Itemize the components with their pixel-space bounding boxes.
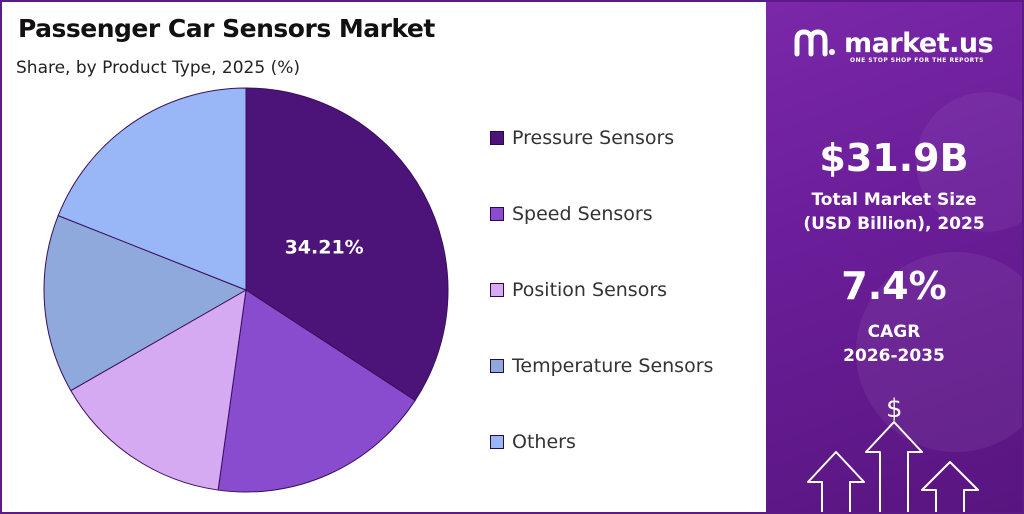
market-size-value: $31.9B [819,136,969,180]
stats-sidebar: market.us ONE STOP SHOP FOR THE REPORTS … [766,2,1022,512]
legend-label: Others [512,430,576,453]
legend-swatch [490,435,504,449]
pie-chart: 34.21% [43,87,449,493]
legend-swatch [490,283,504,297]
brand-name: market.us [844,27,994,59]
legend-item-speed-sensors: Speed Sensors [490,176,713,252]
arrow-up-icon [807,451,865,512]
legend-label: Pressure Sensors [512,126,675,149]
brand-logo: market.us [794,27,994,59]
dollar-icon: $ [886,394,903,424]
pie-slice-others [57,87,247,291]
pie-slice-pressure-sensors [245,87,449,402]
chart-legend: Pressure Sensors Speed Sensors Position … [490,122,713,480]
legend-item-position-sensors: Position Sensors [490,252,713,328]
cagr-years: 2026-2035 [843,346,945,366]
cagr-label: CAGR [867,322,921,342]
arrow-up-icon [865,421,923,512]
chart-title: Passenger Car Sensors Market [18,14,435,43]
cagr-value: 7.4% [841,264,947,308]
legend-label: Temperature Sensors [512,354,714,377]
legend-swatch [490,131,504,145]
legend-item-temperature-sensors: Temperature Sensors [490,328,713,404]
legend-swatch [490,359,504,373]
background-decoration [856,252,1022,452]
arrow-up-icon [921,461,979,512]
pie-slice-speed-sensors [217,289,416,493]
legend-swatch [490,207,504,221]
market-size-label: Total Market Size [811,190,977,210]
legend-label: Position Sensors [512,278,668,301]
legend-item-pressure-sensors: Pressure Sensors [490,100,713,176]
background-decoration [916,92,1022,232]
pie-data-label: 34.21% [285,237,364,259]
market-size-sublabel: (USD Billion), 2025 [803,214,985,234]
legend-item-others: Others [490,404,713,480]
pie-slice-temperature-sensors [43,214,248,392]
marketus-logo-icon [794,29,835,57]
pie-slice-position-sensors [70,289,247,491]
legend-label: Speed Sensors [512,202,653,225]
chart-subtitle: Share, by Product Type, 2025 (%) [16,58,301,78]
growth-arrows-icon [807,421,979,512]
chart-panel: Passenger Car Sensors Market Share, by P… [2,2,766,512]
brand-tagline: ONE STOP SHOP FOR THE REPORTS [850,57,984,64]
